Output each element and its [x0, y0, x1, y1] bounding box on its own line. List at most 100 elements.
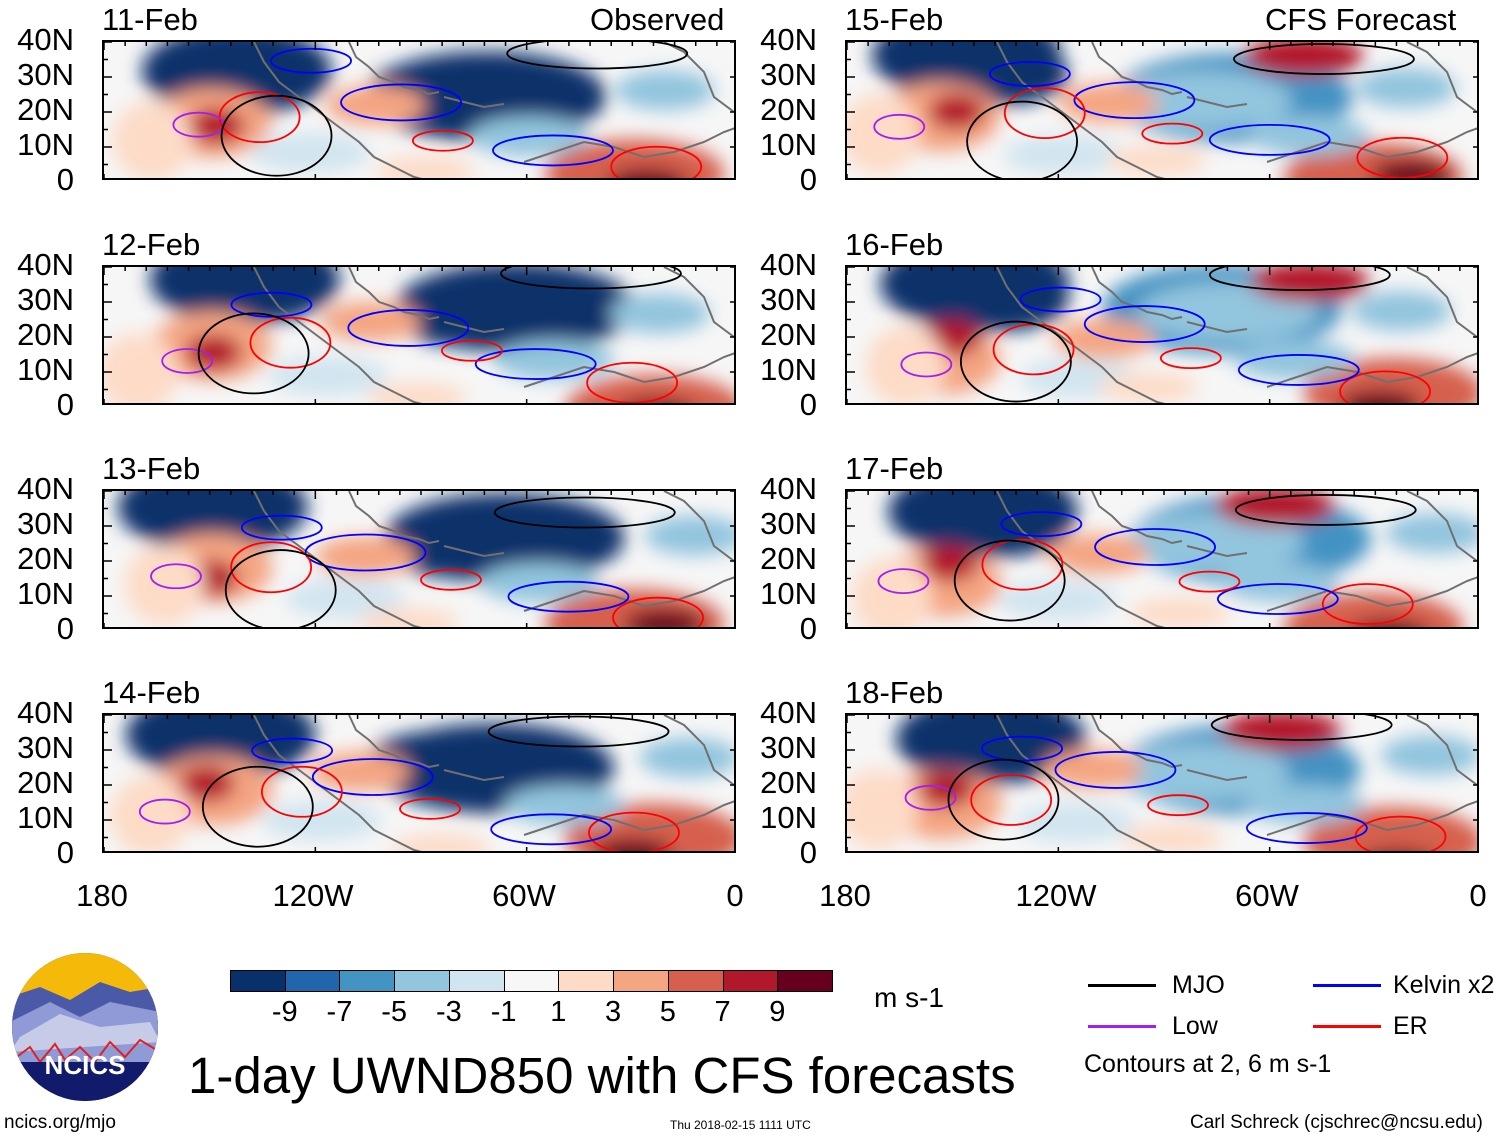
contour-line — [1147, 794, 1209, 817]
map-panel — [845, 489, 1479, 629]
colorbar-swatch — [613, 970, 669, 992]
wind-anomaly-region — [320, 301, 421, 342]
panel-date: 14-Feb — [102, 675, 201, 710]
colorbar-swatch — [777, 970, 833, 992]
contour-line — [610, 145, 703, 178]
legend-line-er — [1313, 1025, 1381, 1028]
contour-line — [490, 813, 613, 846]
cfs-forecast-label: CFS Forecast — [1265, 2, 1457, 37]
wind-anomaly-region — [644, 515, 734, 556]
legend-label-mjo: MJO — [1172, 971, 1225, 999]
colorbar-tick-label: 3 — [605, 996, 622, 1028]
contour-line — [240, 514, 323, 541]
contour-line — [340, 83, 462, 122]
wind-anomaly-region — [250, 132, 371, 173]
map-panel — [102, 713, 736, 853]
contour-line — [1083, 305, 1206, 343]
contour-line — [411, 129, 474, 152]
colorbar-swatch — [394, 970, 450, 992]
x-tick-label: 120W — [1015, 878, 1097, 913]
contour-line — [500, 267, 682, 290]
contour-line — [251, 737, 334, 764]
y-tick-label: 20N — [17, 92, 74, 127]
contour-line — [218, 91, 301, 144]
contour-line — [612, 596, 704, 627]
wind-anomaly-region — [1221, 715, 1342, 751]
contour-line — [1054, 751, 1177, 789]
y-tick-label: 40N — [760, 22, 817, 57]
contour-line — [966, 100, 1078, 178]
y-tick-label: 20N — [760, 317, 817, 352]
y-tick-label: 20N — [760, 92, 817, 127]
coastline — [253, 42, 734, 178]
wind-anomaly-region — [390, 833, 491, 851]
coastline — [996, 715, 1477, 851]
contour-line — [970, 774, 1053, 826]
contour-line — [1178, 570, 1241, 593]
contour-line — [1246, 812, 1368, 844]
contour-line — [493, 496, 676, 529]
footer-url[interactable]: ncics.org/mjo — [4, 1112, 116, 1133]
wind-anomaly-region — [1106, 145, 1207, 176]
footer-timestamp: Thu 2018-02-15 1111 UTC — [670, 1118, 811, 1132]
y-tick-label: 20N — [760, 541, 817, 576]
colorbar-tick-label: -7 — [326, 996, 353, 1028]
wind-anomaly-region — [1356, 67, 1457, 108]
wind-anomaly-region — [1053, 319, 1154, 360]
y-tick-label: 0 — [799, 835, 817, 870]
panel-date: 12-Feb — [102, 227, 201, 262]
coastline — [253, 491, 734, 627]
wind-anomaly-region — [1130, 597, 1231, 627]
y-tick-label: 40N — [760, 695, 817, 730]
x-tick-label: 120W — [272, 878, 354, 913]
y-tick-label: 0 — [799, 611, 817, 646]
contour-line — [230, 291, 313, 318]
footer-credit: Carl Schreck (cjschrec@ncsu.edu) — [1190, 1112, 1483, 1133]
contour-line — [981, 538, 1064, 591]
wind-anomaly-region — [381, 518, 562, 579]
contour-line — [487, 715, 670, 748]
contour-line — [270, 47, 352, 74]
wind-anomaly-region — [494, 339, 615, 380]
wind-anomaly-region — [315, 536, 416, 577]
wind-anomaly-region — [1355, 620, 1423, 627]
contour-line — [1003, 87, 1086, 139]
colorbar-tick-label: 5 — [659, 996, 676, 1028]
contour-line — [1216, 583, 1339, 615]
wind-anomaly-region — [1098, 372, 1199, 403]
wind-anomaly-region — [395, 288, 576, 349]
contour-line — [953, 539, 1066, 622]
colorbar-tick-label: -1 — [490, 996, 517, 1028]
y-tick-label: 0 — [56, 387, 74, 422]
panel-date: 18-Feb — [845, 675, 944, 710]
y-tick-label: 40N — [760, 471, 817, 506]
wind-anomaly-region — [609, 293, 710, 334]
colorbar-swatch — [558, 970, 615, 992]
y-tick-label: 0 — [799, 387, 817, 422]
contour-line — [1208, 267, 1391, 291]
wind-anomaly-region — [284, 578, 405, 619]
wind-anomaly-region — [358, 608, 459, 627]
contour-line — [249, 316, 332, 369]
contour-line — [161, 348, 214, 374]
wind-anomaly-region — [1003, 134, 1124, 175]
contour-line — [1141, 122, 1204, 145]
colorbar-tick-label: 9 — [769, 996, 786, 1028]
y-tick-label: 30N — [760, 730, 817, 765]
contour-line — [224, 549, 337, 627]
panel-date: 11-Feb — [102, 2, 198, 37]
contour-line — [1233, 43, 1415, 75]
colorbar-swatch — [284, 970, 341, 992]
wind-anomaly-region — [366, 382, 467, 403]
y-tick-label: 10N — [760, 576, 817, 611]
contour-line — [201, 765, 314, 848]
x-tick-label: 180 — [76, 878, 128, 913]
contour-line — [588, 811, 680, 851]
x-tick-label: 0 — [726, 878, 744, 913]
map-panel — [102, 489, 736, 629]
figure-title: 1-day UWND850 with CFS forecasts — [188, 1047, 1016, 1104]
y-tick-label: 30N — [17, 730, 74, 765]
coastline — [996, 491, 1477, 627]
wind-anomaly-region — [639, 737, 734, 778]
y-tick-label: 10N — [760, 800, 817, 835]
